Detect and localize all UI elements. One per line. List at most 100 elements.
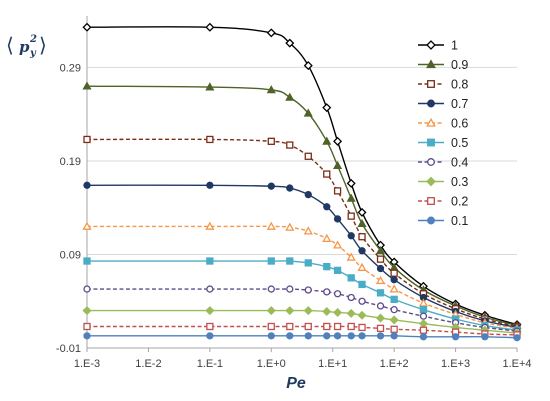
data-point [304, 322, 312, 331]
legend-label: 0.7 [451, 97, 468, 111]
data-point [323, 262, 331, 271]
data-point [286, 322, 294, 331]
data-point [376, 289, 385, 297]
data-point [346, 178, 356, 188]
data-point [322, 307, 332, 317]
data-point [376, 264, 385, 273]
legend: 1 0.9 0.8 0.7 0.6 0.5 0.4 0.3 0.2 0.1 [418, 39, 468, 228]
data-point [357, 207, 367, 217]
series-group [82, 22, 522, 342]
x-tick-label: 1.E-2 [135, 358, 161, 370]
data-point [426, 40, 436, 50]
data-point [333, 322, 342, 331]
x-tick-label: 1.E-3 [74, 358, 100, 370]
data-point [375, 275, 386, 285]
data-point [418, 298, 429, 307]
legend-label: 1 [451, 39, 458, 53]
data-point [266, 85, 276, 94]
data-point [322, 103, 332, 113]
data-point [357, 310, 367, 320]
y-axis-label: ⟨ p 2 y ⟩ [6, 33, 47, 59]
data-point [83, 135, 91, 144]
data-point [285, 38, 295, 48]
series-0.2 [83, 322, 521, 339]
data-point [376, 324, 385, 333]
data-point [267, 285, 275, 293]
data-point [206, 332, 214, 340]
data-point [346, 308, 356, 318]
data-point [323, 170, 331, 178]
data-point [375, 245, 386, 255]
y-tick-label: 0.09 [60, 249, 81, 261]
legend-item: 0.1 [418, 214, 468, 228]
data-point [358, 280, 366, 289]
legend-item: 0.5 [418, 136, 468, 150]
legend-label: 0.8 [451, 78, 468, 92]
legend-label: 0.2 [451, 195, 468, 209]
data-point [333, 240, 343, 249]
data-point [347, 322, 355, 331]
legend-label: 0.9 [451, 58, 468, 72]
data-point [346, 193, 356, 202]
data-point [266, 221, 276, 230]
data-point [419, 312, 428, 320]
data-point [376, 302, 385, 310]
data-point [346, 252, 356, 261]
data-point [323, 288, 331, 296]
data-point [285, 222, 295, 231]
x-tick-label: 1.E+0 [257, 358, 286, 370]
data-point [267, 332, 275, 340]
data-point [390, 325, 398, 333]
data-point [481, 333, 489, 341]
data-point [427, 138, 435, 147]
data-point [286, 257, 294, 265]
data-point [304, 259, 312, 267]
data-point [427, 99, 435, 108]
data-point [358, 297, 366, 305]
data-point [347, 212, 355, 220]
legend-item: 0.9 [418, 58, 468, 72]
data-point [205, 82, 215, 91]
data-point [206, 257, 214, 265]
data-point [285, 306, 295, 316]
data-point [451, 333, 460, 341]
x-tick-labels: 1.E-3 1.E-2 1.E-1 1.E+0 1.E+1 1.E+2 1.E+3 1.E+4 [74, 358, 532, 370]
data-point [357, 262, 367, 271]
x-tick-label: 1.E+1 [318, 358, 347, 370]
data-point [426, 117, 436, 127]
data-point [357, 218, 367, 228]
data-point [267, 257, 275, 265]
legend-item: 0.4 [418, 156, 468, 170]
data-point [375, 313, 386, 323]
series-0.8 [83, 135, 521, 331]
data-point [83, 257, 91, 265]
data-point [376, 332, 385, 340]
data-point [390, 276, 398, 284]
data-point [426, 176, 436, 187]
data-point [323, 322, 331, 331]
legend-item: 0.2 [418, 195, 468, 209]
data-point [206, 322, 214, 331]
data-point [304, 286, 312, 294]
data-point [333, 187, 342, 195]
data-point [323, 332, 331, 340]
data-point [333, 332, 342, 340]
data-point [390, 332, 398, 340]
data-point [83, 285, 91, 293]
data-point [347, 332, 355, 340]
data-point [358, 323, 366, 332]
data-point [286, 285, 294, 293]
data-point [333, 215, 342, 223]
y-label-superscript: 2 [29, 34, 37, 45]
data-point [376, 255, 385, 263]
series-1 [82, 22, 522, 330]
y-label-left-bracket: ⟨ [6, 33, 14, 57]
legend-label: 0.4 [451, 156, 468, 170]
data-point [206, 181, 214, 189]
data-point [322, 136, 332, 145]
data-point [427, 216, 435, 225]
data-point [333, 307, 343, 317]
y-tick-label: 0.29 [60, 62, 81, 74]
data-point [347, 232, 355, 240]
data-point [333, 266, 342, 275]
